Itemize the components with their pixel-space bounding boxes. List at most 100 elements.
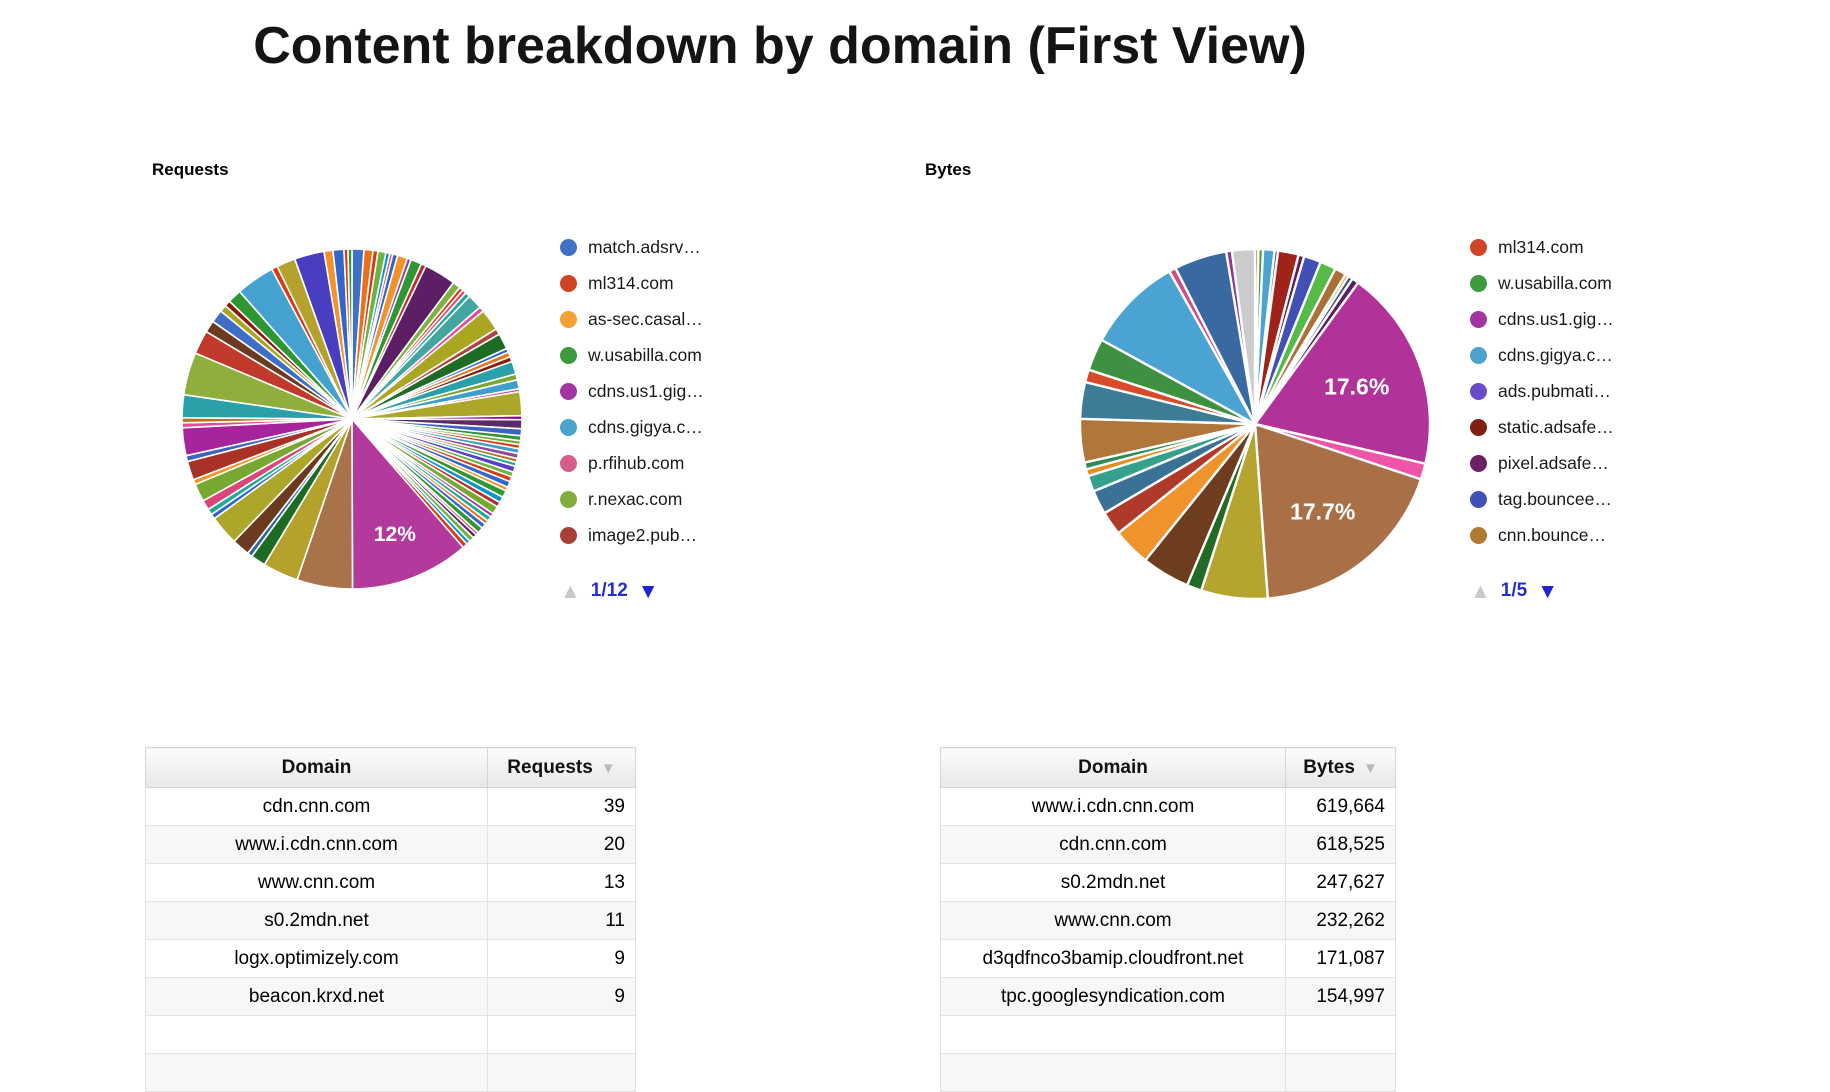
column-header-label: Requests	[507, 756, 593, 778]
legend-item-label: image2.pub…	[588, 524, 697, 545]
legend-item-label: ads.pubmati…	[1498, 380, 1611, 401]
legend-item: static.adsafe…	[1470, 416, 1710, 438]
legend-item-label: tag.bouncee…	[1498, 488, 1612, 509]
domain-cell	[145, 1053, 488, 1092]
legend-item-label: cdns.us1.gig…	[1498, 308, 1614, 329]
column-header-domain[interactable]: Domain	[145, 747, 488, 788]
pie-slice[interactable]	[347, 248, 353, 420]
legend-item-label: pixel.adsafe…	[1498, 452, 1609, 473]
legend-item: ml314.com	[1470, 236, 1710, 258]
legend-prev-icon[interactable]: ▲	[1470, 579, 1491, 603]
legend-swatch-icon	[1470, 238, 1487, 256]
domain-cell: tpc.googlesyndication.com	[940, 977, 1286, 1016]
legend-swatch-icon	[560, 274, 577, 292]
pie-slice[interactable]	[1099, 269, 1259, 428]
requests-legend: match.adsrv… ml314.com as-sec.casal… w.usab…	[560, 236, 800, 560]
column-header-label: Domain	[1078, 756, 1148, 778]
legend-next-icon[interactable]: ▼	[637, 579, 659, 603]
legend-item-label: p.rfihub.com	[588, 452, 685, 473]
bytes-pie-chart[interactable]: 17.6% 17.7%	[1078, 247, 1432, 601]
legend-item: as-sec.casal…	[560, 308, 800, 330]
legend-next-icon[interactable]: ▼	[1537, 579, 1559, 603]
table-row	[145, 1015, 636, 1054]
pie-slice-label: 17.7%	[1290, 498, 1355, 524]
table-row	[940, 1053, 1396, 1092]
bytes-legend: ml314.com w.usabilla.com cdns.us1.gig… cdns…	[1470, 236, 1710, 560]
value-cell	[1285, 1015, 1396, 1054]
value-cell: 11	[487, 901, 636, 940]
column-header-label: Domain	[281, 756, 352, 778]
requests-chart-title: Requests	[152, 160, 229, 179]
table-row: beacon.krxd.net 9	[145, 977, 636, 1016]
legend-swatch-icon	[1470, 490, 1487, 508]
table-row: d3qdfnco3bamip.cloudfront.net 171,087	[940, 939, 1396, 978]
page-title: Content breakdown by domain (First View)	[253, 17, 1307, 75]
legend-swatch-icon	[560, 346, 577, 364]
legend-item-label: ml314.com	[588, 272, 674, 293]
legend-item: cnn.bounce…	[1470, 524, 1710, 546]
legend-item: ads.pubmati…	[1470, 380, 1710, 402]
pie-slice[interactable]	[351, 416, 465, 590]
legend-swatch-icon	[560, 310, 577, 328]
value-cell: 171,087	[1285, 939, 1396, 978]
legend-prev-icon[interactable]: ▲	[560, 579, 581, 603]
domain-cell: cdn.cnn.com	[940, 825, 1286, 864]
value-cell: 13	[487, 863, 636, 902]
table-row: www.i.cdn.cnn.com 619,664	[940, 787, 1396, 826]
value-cell: 9	[487, 939, 636, 978]
legend-item-label: cdns.us1.gig…	[588, 380, 704, 401]
domain-cell: www.i.cdn.cnn.com	[940, 787, 1286, 826]
table-row	[145, 1053, 636, 1092]
value-cell: 618,525	[1285, 825, 1396, 864]
legend-swatch-icon	[1470, 346, 1487, 364]
domain-cell: logx.optimizely.com	[145, 939, 488, 978]
domain-cell: d3qdfnco3bamip.cloudfront.net	[940, 939, 1286, 978]
sort-descending-icon[interactable]: ▼	[1362, 759, 1378, 777]
table-row: logx.optimizely.com 9	[145, 939, 636, 978]
legend-swatch-icon	[560, 454, 577, 472]
column-header-bytes[interactable]: Bytes ▼	[1285, 747, 1396, 788]
pie-slice-label: 12%	[374, 523, 416, 546]
legend-item-label: r.nexac.com	[588, 488, 683, 509]
table-row	[940, 1015, 1396, 1054]
domain-cell: beacon.krxd.net	[145, 977, 488, 1016]
legend-item: cdns.us1.gig…	[1470, 308, 1710, 330]
legend-item: w.usabilla.com	[560, 344, 800, 366]
legend-item-label: cnn.bounce…	[1498, 524, 1606, 545]
table-row: s0.2mdn.net 247,627	[940, 863, 1396, 902]
legend-item: cdns.gigya.c…	[560, 416, 800, 438]
column-header-requests[interactable]: Requests ▼	[487, 747, 636, 788]
legend-item-label: ml314.com	[1498, 236, 1584, 257]
pie-slice[interactable]	[1252, 281, 1432, 466]
legend-swatch-icon	[560, 526, 577, 544]
table-row: tpc.googlesyndication.com 154,997	[940, 977, 1396, 1016]
table-row: cdn.cnn.com 39	[145, 787, 636, 826]
table-row: www.cnn.com 232,262	[940, 901, 1396, 940]
legend-swatch-icon	[1470, 382, 1487, 400]
value-cell: 20	[487, 825, 636, 864]
value-cell: 9	[487, 977, 636, 1016]
domain-cell: www.cnn.com	[145, 863, 488, 902]
table-row: s0.2mdn.net 11	[145, 901, 636, 940]
pie-slice[interactable]	[1230, 247, 1257, 425]
pie-slice[interactable]	[1253, 422, 1423, 600]
legend-item-label: w.usabilla.com	[1498, 272, 1612, 293]
sort-descending-icon[interactable]: ▼	[600, 759, 616, 777]
legend-swatch-icon	[1470, 454, 1487, 472]
bytes-chart-title: Bytes	[925, 160, 972, 179]
domain-cell: cdn.cnn.com	[145, 787, 488, 826]
legend-item: p.rfihub.com	[560, 452, 800, 474]
legend-item: cdns.us1.gig…	[560, 380, 800, 402]
legend-item: image2.pub…	[560, 524, 800, 546]
legend-item-label: static.adsafe…	[1498, 416, 1614, 437]
legend-item-label: cdns.gigya.c…	[588, 416, 703, 437]
value-cell: 247,627	[1285, 863, 1396, 902]
domain-cell: www.i.cdn.cnn.com	[145, 825, 488, 864]
legend-swatch-icon	[560, 418, 577, 436]
domain-cell	[940, 1053, 1286, 1092]
bytes-legend-pager: ▲ 1/5 ▼	[1470, 580, 1558, 602]
domain-cell	[145, 1015, 488, 1054]
legend-item: cdns.gigya.c…	[1470, 344, 1710, 366]
column-header-domain[interactable]: Domain	[940, 747, 1286, 788]
requests-pie-chart[interactable]: 12%	[180, 247, 524, 591]
